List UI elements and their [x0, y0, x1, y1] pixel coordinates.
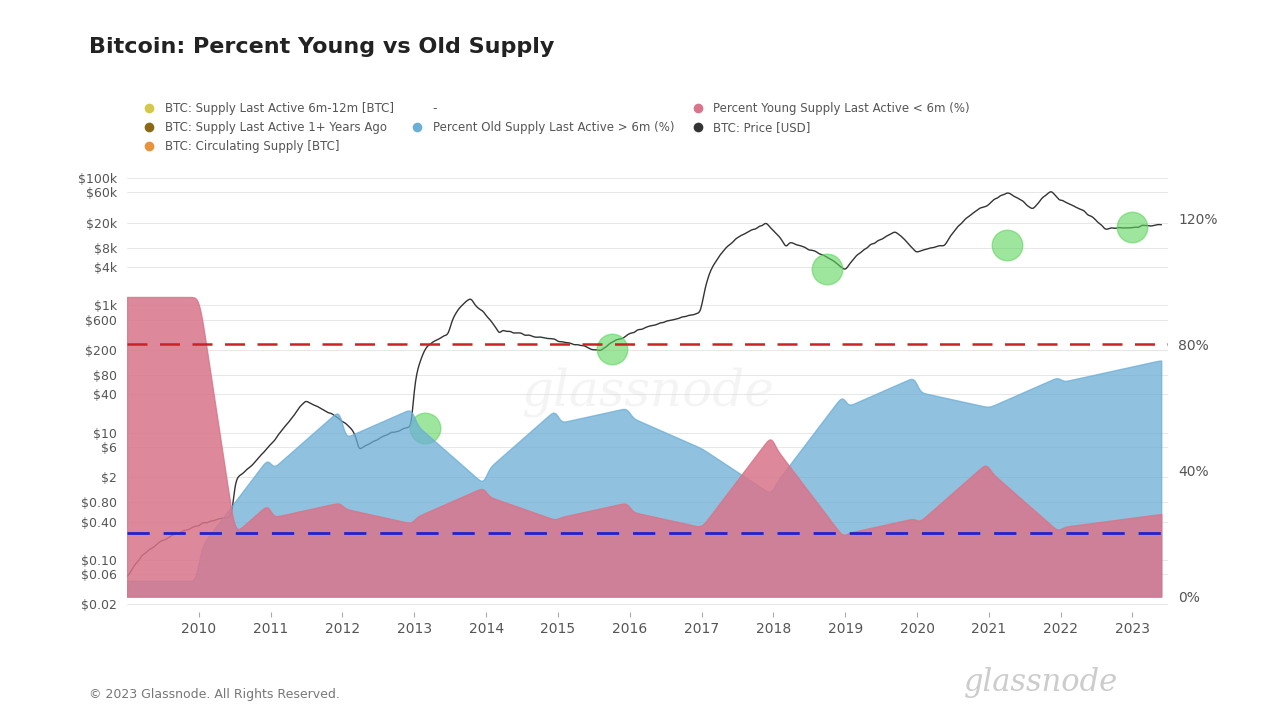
- Text: Bitcoin: Percent Young vs Old Supply: Bitcoin: Percent Young vs Old Supply: [89, 37, 554, 57]
- Text: © 2023 Glassnode. All Rights Reserved.: © 2023 Glassnode. All Rights Reserved.: [89, 688, 340, 701]
- Text: glassnode: glassnode: [521, 367, 775, 417]
- Text: glassnode: glassnode: [964, 666, 1118, 698]
- Legend: BTC: Supply Last Active 6m-12m [BTC], BTC: Supply Last Active 1+ Years Ago, BTC:: BTC: Supply Last Active 6m-12m [BTC], BT…: [133, 98, 974, 157]
